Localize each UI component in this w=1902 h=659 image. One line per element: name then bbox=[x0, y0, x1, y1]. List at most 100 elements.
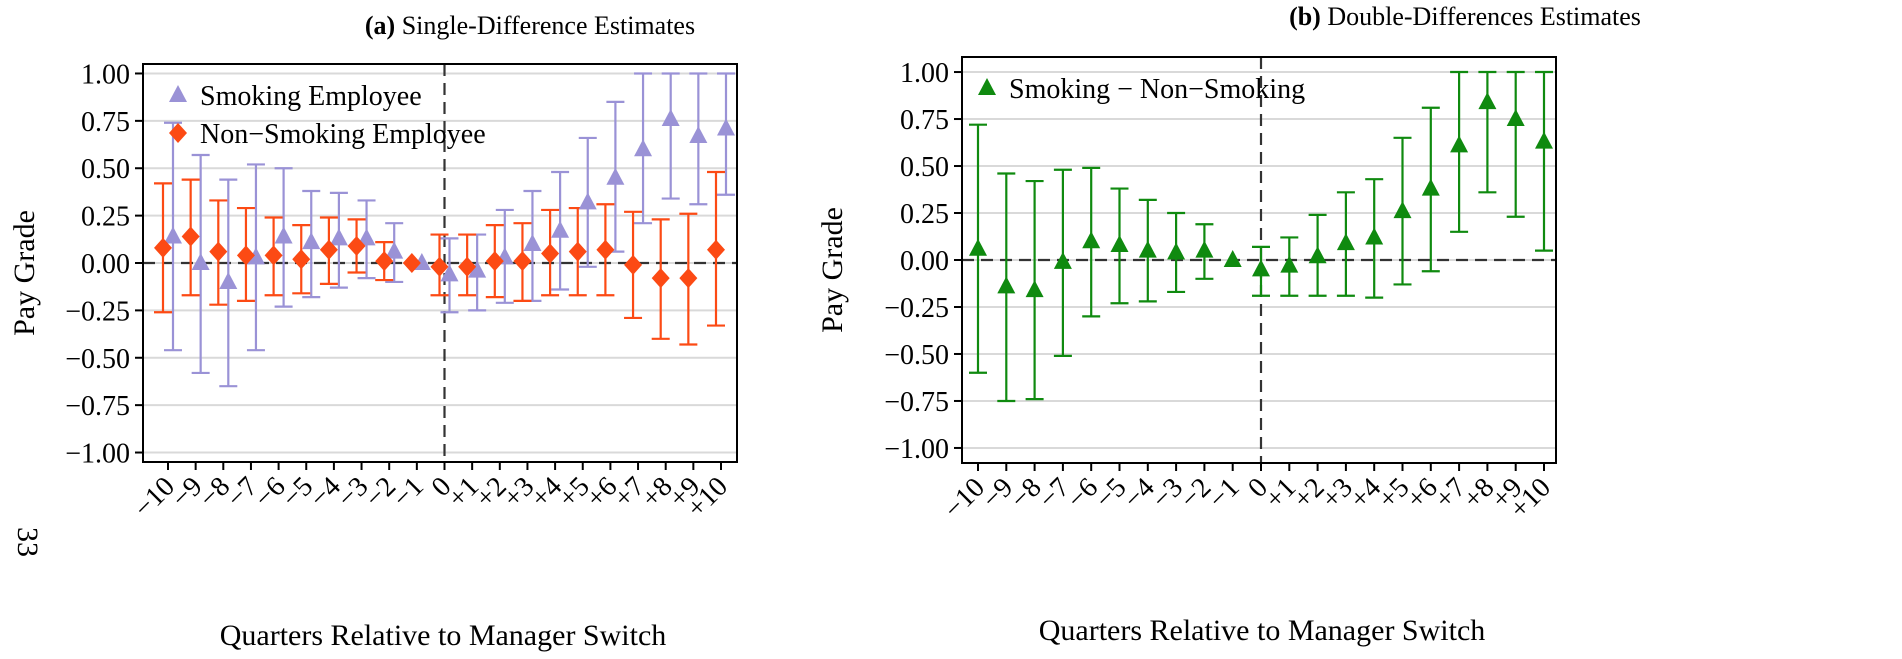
y-tick-label: −0.50 bbox=[884, 340, 949, 371]
y-tick-label: 0.75 bbox=[81, 107, 130, 138]
data-point bbox=[1308, 246, 1327, 264]
y-axis-label: Pay Grade bbox=[8, 210, 41, 336]
data-point bbox=[274, 226, 293, 244]
data-point bbox=[181, 226, 200, 247]
data-point bbox=[997, 276, 1016, 294]
legend-label: Smoking − Non−Smoking bbox=[1009, 74, 1305, 105]
x-axis-label: Quarters Relative to Manager Switch bbox=[220, 619, 667, 652]
y-tick-label: −1.00 bbox=[884, 434, 949, 465]
data-point bbox=[1535, 131, 1553, 149]
data-point bbox=[154, 237, 172, 258]
page-number: 33 bbox=[11, 527, 44, 557]
data-point bbox=[1195, 240, 1214, 258]
y-tick-label: −0.25 bbox=[65, 296, 130, 327]
panel-a-label: (a) bbox=[365, 11, 395, 40]
data-point bbox=[541, 243, 560, 264]
svg-text:(a) Single-Diffe: (a) Single-Difference Estimates bbox=[365, 11, 695, 40]
y-tick-label: 1.00 bbox=[900, 58, 949, 89]
data-point bbox=[1421, 178, 1440, 196]
data-point bbox=[551, 220, 570, 238]
data-point bbox=[1393, 201, 1412, 219]
data-point bbox=[236, 245, 255, 266]
x-tick-label: −1 bbox=[1203, 472, 1246, 515]
data-point bbox=[319, 239, 338, 260]
y-tick-label: −0.25 bbox=[884, 293, 949, 324]
data-point bbox=[458, 256, 477, 277]
data-point bbox=[596, 239, 615, 260]
data-point bbox=[440, 264, 459, 282]
panel-b-label: (b) bbox=[1289, 2, 1321, 31]
data-point bbox=[1365, 227, 1384, 245]
data-point bbox=[969, 238, 987, 256]
data-point bbox=[624, 254, 643, 275]
data-point bbox=[375, 251, 394, 272]
data-point bbox=[1336, 233, 1355, 251]
y-tick-label: −0.50 bbox=[65, 344, 130, 375]
legend-label: Smoking Employee bbox=[200, 81, 422, 112]
data-point bbox=[1280, 255, 1299, 273]
data-point bbox=[430, 256, 449, 277]
legend-marker bbox=[169, 123, 187, 143]
data-point bbox=[568, 241, 587, 262]
y-tick-label: 1.00 bbox=[81, 59, 130, 90]
y-tick-label: 0.50 bbox=[81, 154, 130, 185]
data-point bbox=[1478, 92, 1497, 110]
data-point bbox=[191, 253, 210, 270]
data-point bbox=[264, 245, 283, 266]
y-tick-label: −0.75 bbox=[884, 387, 949, 418]
data-point bbox=[606, 167, 625, 185]
data-point bbox=[246, 247, 265, 265]
x-axis-label: Quarters Relative to Manager Switch bbox=[1039, 614, 1486, 647]
data-point bbox=[357, 228, 376, 246]
data-point bbox=[661, 108, 680, 126]
data-point bbox=[523, 234, 542, 252]
panel-a: (a) Single-Difference Estimates 1.00 0.75… bbox=[8, 11, 738, 652]
data-point bbox=[689, 126, 708, 144]
legend-marker bbox=[978, 78, 996, 95]
data-point bbox=[717, 118, 735, 136]
y-tick-label: 0.50 bbox=[900, 152, 949, 183]
panel-a-title: Single-Difference Estimates bbox=[402, 11, 695, 40]
y-tick-label: 0.25 bbox=[81, 202, 130, 233]
data-point bbox=[209, 241, 228, 262]
data-point bbox=[468, 260, 487, 278]
data-point bbox=[302, 232, 321, 250]
data-point bbox=[1223, 250, 1242, 267]
data-point bbox=[485, 251, 504, 272]
legend-label: Non−Smoking Employee bbox=[200, 119, 486, 150]
data-point bbox=[1252, 259, 1270, 277]
data-point bbox=[1506, 109, 1525, 127]
data-point bbox=[347, 235, 366, 256]
y-axis-label: Pay Grade bbox=[816, 207, 849, 333]
data-point bbox=[1025, 280, 1044, 298]
panel-b: (b) Double-Differences Estimates 1.00 0.7… bbox=[816, 2, 1641, 647]
data-point bbox=[1110, 234, 1129, 252]
data-point bbox=[402, 253, 421, 273]
data-point bbox=[1082, 231, 1101, 249]
data-point bbox=[219, 271, 238, 289]
y-tick-label: 0.25 bbox=[900, 199, 949, 230]
data-point bbox=[329, 228, 348, 246]
data-point bbox=[634, 139, 653, 157]
data-point bbox=[292, 249, 311, 270]
legend-marker bbox=[169, 85, 187, 102]
data-point bbox=[1053, 251, 1072, 269]
y-tick-label: −0.75 bbox=[65, 391, 130, 422]
y-tick-label: 0.75 bbox=[900, 105, 949, 136]
svg-text:(b) Double-Diffe: (b) Double-Differences Estimates bbox=[1289, 2, 1641, 31]
data-point bbox=[651, 268, 670, 289]
data-point bbox=[164, 226, 182, 244]
y-tick-label: 0.00 bbox=[900, 246, 949, 277]
data-point bbox=[707, 239, 725, 260]
data-point bbox=[513, 251, 532, 272]
data-point bbox=[578, 192, 597, 210]
data-point bbox=[679, 268, 698, 289]
x-tick-label: −1 bbox=[387, 471, 430, 514]
data-point bbox=[1138, 240, 1157, 258]
data-point bbox=[385, 241, 404, 259]
y-tick-label: −1.00 bbox=[65, 439, 130, 470]
y-tick-label: 0.00 bbox=[81, 249, 130, 280]
data-point bbox=[1450, 135, 1469, 153]
data-point bbox=[1167, 242, 1186, 260]
